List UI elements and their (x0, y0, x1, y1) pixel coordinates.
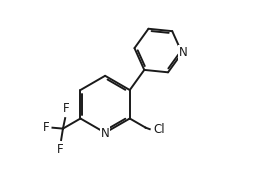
Text: F: F (57, 143, 63, 156)
Text: N: N (179, 46, 187, 60)
Text: N: N (101, 127, 109, 140)
Text: F: F (62, 102, 69, 115)
Text: F: F (43, 121, 49, 134)
Text: Cl: Cl (153, 123, 165, 136)
